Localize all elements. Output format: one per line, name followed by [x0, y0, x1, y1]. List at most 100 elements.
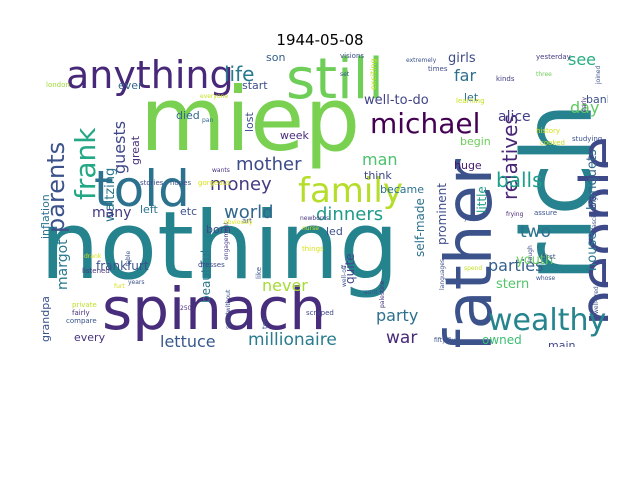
- cloud-word-let: let: [464, 91, 479, 104]
- cloud-word-millionaire: millionaire: [248, 330, 337, 348]
- cloud-word-drank: drank: [84, 253, 102, 260]
- cloud-word-obviously: obviously: [224, 219, 253, 226]
- cloud-word-languages: languages: [439, 258, 446, 290]
- cloud-word-dresses: dresses: [198, 261, 225, 269]
- cloud-word-yesterday: yesterday: [536, 53, 571, 61]
- cloud-word-frankfurt: frankfurt: [96, 259, 149, 273]
- cloud-word-balls: balls: [496, 168, 543, 192]
- cloud-word-prominent: prominent: [435, 183, 449, 245]
- cloud-word-son: son: [266, 52, 286, 64]
- cloud-word-pan: pan: [202, 117, 214, 124]
- cloud-word-parties: parties: [488, 256, 544, 275]
- cloud-word-think: think: [364, 169, 392, 182]
- cloud-word-lettuce: lettuce: [160, 332, 216, 348]
- cloud-word-money: money: [210, 174, 272, 195]
- cloud-word-studying: studying: [572, 135, 603, 143]
- cloud-word-london: london: [46, 81, 70, 89]
- chart-title: 1944-05-08: [276, 31, 364, 49]
- cloud-word-laugh: laugh: [527, 245, 534, 262]
- cloud-word-see: see: [568, 52, 597, 69]
- cloud-word-etc: etc: [180, 205, 198, 218]
- cloud-word-cooked: cooked: [540, 139, 565, 147]
- cloud-word-learning: learning: [456, 97, 485, 105]
- cloud-word-guests: guests: [110, 120, 129, 174]
- cloud-word-wealthy: wealthy: [488, 303, 607, 338]
- cloud-word-ever: ever: [118, 79, 143, 92]
- cloud-word-years: years: [128, 279, 145, 286]
- cloud-word-hopes: hopes: [170, 179, 192, 187]
- cloud-word-main: main: [548, 339, 576, 347]
- cloud-word-grandpa: grandpa: [40, 296, 52, 342]
- cloud-word-wants: wants: [212, 167, 230, 174]
- cloud-word-still: still: [286, 52, 384, 112]
- cloud-word-first: first: [542, 253, 556, 261]
- cloud-word-inflation: inflation: [40, 194, 52, 239]
- cloud-word-world: world: [224, 202, 274, 223]
- cloud-word-like: like: [255, 266, 263, 279]
- cloud-word-stories: stories: [140, 179, 164, 187]
- cloud-word-well-bred: well-bred: [593, 286, 600, 314]
- cloud-word-fascinating: fascinating: [591, 197, 598, 230]
- cloud-word-well-to-do: well-to-do: [364, 93, 429, 108]
- cloud-word-table: table: [125, 250, 132, 266]
- cloud-word-listened: listened: [82, 267, 110, 275]
- cloud-word-war: war: [386, 328, 418, 347]
- cloud-word-joined: joined: [595, 65, 602, 84]
- cloud-word-alice: alice: [498, 109, 531, 125]
- cloud-word-became: became: [380, 183, 425, 196]
- cloud-word-family: family: [298, 171, 403, 211]
- cloud-word-newborns: newborns: [300, 215, 330, 222]
- cloud-word-never: never: [262, 276, 308, 295]
- cloud-word-week: week: [280, 129, 309, 142]
- cloud-word-day: day: [570, 98, 600, 117]
- cloud-word-fairly: fairly: [72, 309, 90, 317]
- cloud-word-owned: owned: [482, 333, 522, 347]
- cloud-word-anything: anything: [66, 53, 234, 97]
- cloud-word-two: two: [520, 222, 551, 242]
- cloud-word-private: private: [72, 301, 97, 309]
- cloud-word-frank: frank: [69, 127, 102, 201]
- cloud-word-kinds: kinds: [496, 75, 515, 83]
- cloud-word-palestine: palestine: [379, 280, 386, 308]
- cloud-word-whose: whose: [536, 275, 556, 282]
- cloud-word-everyone: everyone: [200, 93, 229, 100]
- cloud-word-lost: lost: [243, 112, 256, 132]
- cloud-word-bank: bank: [586, 93, 608, 106]
- cloud-word-compare: compare: [66, 317, 97, 325]
- cloud-word-aunt: aunt: [364, 289, 378, 296]
- cloud-word-well-off: well-off: [341, 264, 348, 287]
- cloud-word-250: 250: [180, 305, 192, 312]
- cloud-word-spinach: spinach: [102, 275, 327, 343]
- cloud-word-ten: ten: [261, 317, 269, 330]
- cloud-word-things: things: [302, 245, 324, 253]
- cloud-word-begin: begin: [460, 135, 491, 148]
- cloud-word-youth: youth: [516, 253, 554, 268]
- cloud-word-start: start: [242, 79, 268, 92]
- cloud-word-nurse: nurse: [302, 225, 319, 232]
- cloud-word-spentwithout: spentwithout: [225, 289, 232, 329]
- cloud-word-frying: frying: [506, 211, 524, 218]
- cloud-word-three: three: [536, 71, 552, 78]
- cloud-word-scraped: scraped: [306, 309, 334, 317]
- cloud-word-self-made: self-made: [413, 198, 427, 257]
- cloud-word-born: born: [206, 223, 232, 236]
- cloud-word-little: little: [475, 186, 489, 213]
- cloud-word-gorgeous: gorgeous: [198, 179, 231, 187]
- cloud-word-year: year: [464, 215, 478, 222]
- cloud-word-man: man: [362, 150, 398, 169]
- cloud-word-history: history: [536, 127, 561, 135]
- cloud-word-michael: michael: [370, 107, 481, 140]
- cloud-word-told: told: [94, 160, 190, 218]
- cloud-word-engagement: engagement: [223, 221, 230, 260]
- cloud-word-many: many: [92, 205, 132, 221]
- cloud-word-every: every: [74, 331, 106, 344]
- cloud-word-miep: miep: [140, 68, 361, 171]
- cloud-word-dinners: dinners: [316, 204, 384, 225]
- cloud-word-mother: mother: [236, 154, 302, 175]
- word-cloud: nothing miep rich father spinach still people t…: [40, 52, 608, 347]
- cloud-word-left: left: [140, 203, 158, 216]
- cloud-word-life: life: [224, 62, 255, 86]
- cloud-word-beautiful: beautiful: [199, 249, 213, 303]
- cloud-word-huge: huge: [454, 159, 482, 172]
- cloud-word-times: times: [428, 65, 448, 73]
